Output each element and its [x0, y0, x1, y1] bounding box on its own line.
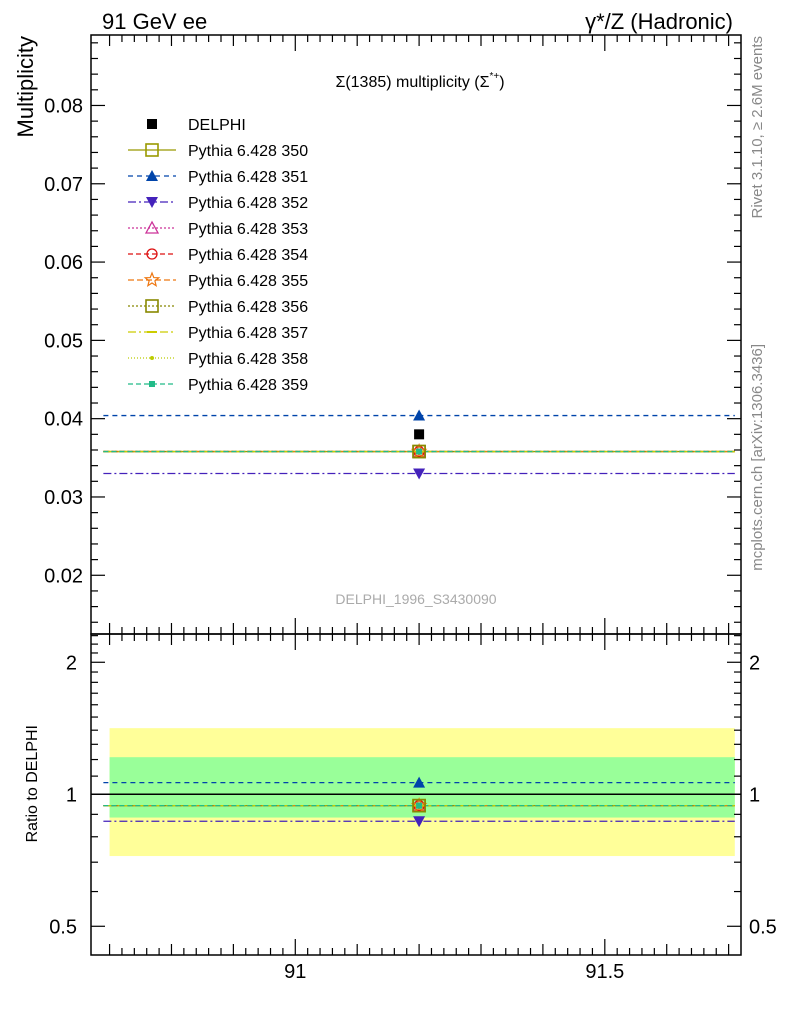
- main-y-tick-label: 0.07: [44, 174, 83, 196]
- ratio-series-markers: [410, 776, 428, 828]
- main-y-tick-label: 0.02: [44, 565, 83, 587]
- legend-marker: [146, 197, 158, 208]
- ratio-y-tick-label: 2: [66, 652, 77, 674]
- legend-label: Pythia 6.428 354: [188, 247, 308, 264]
- legend-label: Pythia 6.428 359: [188, 377, 308, 394]
- main-y-tick-label: 0.05: [44, 330, 83, 352]
- legend-marker: [147, 119, 157, 129]
- data-point-delphi: [414, 429, 425, 440]
- main-title-end: ): [499, 74, 504, 91]
- main-marker-356: [412, 444, 426, 459]
- x-tick-label: 91: [284, 961, 306, 983]
- axes: 0.02 0.03 0.04 0.05 0.06 0.07 0.08 91 91.5 0.5 0.5…: [44, 34, 777, 983]
- legend-marker: [146, 248, 158, 260]
- legend-entry: Pythia 6.428 357: [128, 325, 308, 342]
- legend: DELPHI Pythia 6.428 350 Pythia 6.428 351 Py…: [128, 117, 308, 394]
- main-y-tick-label: 0.04: [44, 409, 83, 431]
- legend-marker: [146, 170, 158, 181]
- analysis-tag: DELPHI_1996_S3430090: [335, 591, 496, 607]
- x-tick-label: 91.5: [585, 961, 624, 983]
- legend-label: Pythia 6.428 351: [188, 169, 308, 186]
- ratio-marker-351: [413, 776, 426, 788]
- legend-marker: [145, 299, 159, 313]
- legend-entry: DELPHI: [147, 117, 246, 134]
- legend-marker: [143, 271, 161, 288]
- main-title: Σ(1385) multiplicity (Σ*+): [335, 71, 504, 91]
- ratio-marker-352: [413, 816, 426, 828]
- main-marker-352: [413, 468, 426, 480]
- ratio-y-tick-label-right: 2: [749, 652, 760, 674]
- main-title-text: Σ(1385) multiplicity (Σ: [335, 74, 489, 91]
- legend-label: Pythia 6.428 356: [188, 299, 308, 316]
- legend-label: Pythia 6.428 358: [188, 351, 308, 368]
- legend-entry: Pythia 6.428 358: [128, 351, 308, 368]
- legend-entry: Pythia 6.428 352: [128, 195, 308, 212]
- ratio-marker-359: [416, 802, 423, 809]
- legend-label: Pythia 6.428 353: [188, 221, 308, 238]
- legend-label: Pythia 6.428 355: [188, 273, 308, 290]
- main-series-markers: [410, 409, 428, 480]
- ratio-error-bands: [91, 728, 741, 857]
- ratio-y-tick-label-right: 1: [749, 784, 760, 806]
- legend-entry: Pythia 6.428 353: [128, 220, 308, 238]
- main-marker-355: [410, 442, 428, 459]
- side-note-bottom: mcplots.cern.ch [arXiv:1306.3436]: [749, 344, 766, 571]
- main-ylabel: Multiplicity: [13, 36, 38, 137]
- ratio-y-tick-label: 0.5: [49, 916, 77, 938]
- ratio-marker-356: [412, 798, 426, 813]
- main-marker-359: [416, 448, 423, 455]
- header-left: 91 GeV ee: [102, 9, 207, 34]
- legend-label: Pythia 6.428 357: [188, 325, 308, 342]
- ratio-ylabel: Ratio to DELPHI: [24, 725, 41, 842]
- main-y-tick-label: 0.06: [44, 252, 83, 274]
- legend-label: Pythia 6.428 352: [188, 195, 308, 212]
- header-right: γ*/Z (Hadronic): [585, 9, 733, 34]
- legend-entry: Pythia 6.428 356: [128, 299, 308, 316]
- legend-marker: [145, 143, 159, 157]
- side-note-top: Rivet 3.1.10, ≥ 2.6M events: [749, 36, 766, 219]
- legend-entry: Pythia 6.428 350: [128, 143, 308, 160]
- legend-marker: [144, 220, 160, 234]
- legend-entry: Pythia 6.428 355: [128, 271, 308, 290]
- ratio-y-tick-label: 1: [66, 784, 77, 806]
- main-y-tick-label: 0.08: [44, 95, 83, 117]
- main-y-tick-label: 0.03: [44, 487, 83, 509]
- legend-entry: Pythia 6.428 354: [128, 247, 308, 264]
- legend-marker: [150, 356, 154, 360]
- main-marker-351: [413, 409, 426, 421]
- ratio-marker-355: [410, 797, 428, 813]
- legend-label: DELPHI: [188, 117, 246, 134]
- main-title-sup: *+: [489, 71, 499, 82]
- legend-entry: Pythia 6.428 359: [128, 377, 308, 394]
- legend-label: Pythia 6.428 350: [188, 143, 308, 160]
- ratio-y-tick-label-right: 0.5: [749, 916, 777, 938]
- legend-entry: Pythia 6.428 351: [128, 169, 308, 186]
- legend-marker: [149, 381, 155, 387]
